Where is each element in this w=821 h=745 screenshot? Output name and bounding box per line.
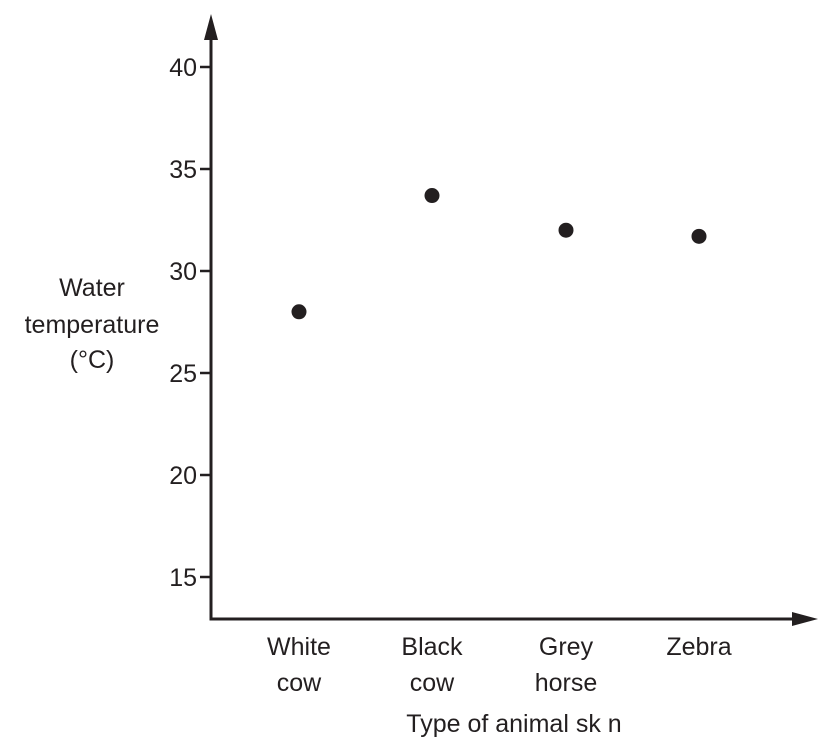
y-tick-label: 30 — [169, 258, 197, 286]
y-axis-arrow — [204, 14, 218, 40]
data-point — [291, 304, 307, 320]
x-category-label: horse — [535, 669, 598, 697]
x-axis-arrow — [792, 612, 818, 626]
data-point — [691, 228, 707, 244]
y-tick-label: 15 — [169, 564, 197, 592]
data-point — [424, 188, 440, 204]
y-axis-title: Water — [59, 274, 125, 302]
y-tick-label: 35 — [169, 156, 197, 184]
x-category-label: Black — [401, 633, 463, 661]
x-category-label: cow — [277, 669, 322, 697]
y-tick-label: 20 — [169, 462, 197, 490]
y-ticks: 15 20 25 30 35 40 — [169, 54, 211, 592]
y-axis-title: (°C) — [70, 346, 115, 374]
axis-titles: Type of animal sk n Water temperature (°C) — [25, 274, 622, 738]
data-points — [291, 188, 707, 320]
data-point — [558, 222, 574, 238]
x-axis-title: Type of animal sk n — [406, 710, 621, 738]
x-category-label: Grey — [539, 633, 594, 661]
x-categories: White cow Black cow Grey horse Zebra — [267, 633, 732, 697]
axes — [204, 14, 818, 626]
y-tick-label: 40 — [169, 54, 197, 82]
x-category-label: Zebra — [666, 633, 731, 661]
y-tick-label: 25 — [169, 360, 197, 388]
y-axis-title: temperature — [25, 311, 160, 339]
x-category-label: White — [267, 633, 331, 661]
x-category-label: cow — [410, 669, 455, 697]
